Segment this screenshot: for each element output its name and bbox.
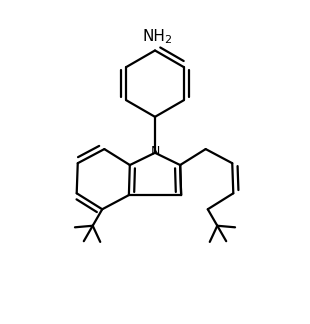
Text: N: N — [150, 145, 160, 158]
Text: NH: NH — [142, 29, 165, 44]
Text: 2: 2 — [164, 35, 171, 45]
